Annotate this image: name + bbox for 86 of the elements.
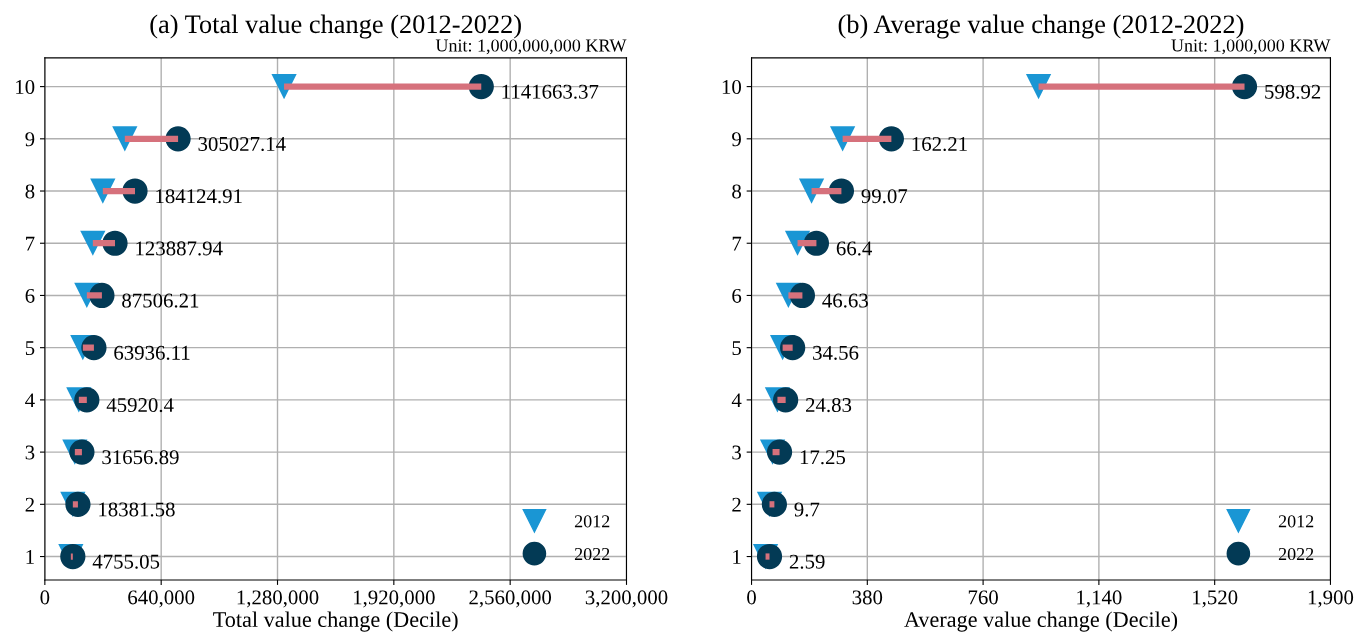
annotation: 34.56 bbox=[813, 345, 859, 360]
annotation: 24.83 bbox=[806, 397, 852, 413]
x-axis-title: Total value change (Decile) bbox=[213, 611, 458, 632]
legend-label: 2012 bbox=[1278, 515, 1314, 528]
text: Unit: 1,000,000 KRW bbox=[1171, 39, 1331, 55]
y-tick-label: 8 bbox=[732, 184, 742, 199]
bar bbox=[782, 344, 793, 351]
bar bbox=[797, 240, 817, 247]
y-tick-label: 9 bbox=[732, 132, 741, 147]
y-tick-label: 2 bbox=[25, 497, 34, 512]
annotation: 305027.14 bbox=[198, 136, 286, 152]
bar bbox=[811, 187, 842, 195]
bar bbox=[842, 135, 892, 142]
x-tick-label: 0 bbox=[40, 590, 50, 605]
point bbox=[74, 387, 100, 413]
y-tick-label: 9 bbox=[25, 132, 35, 147]
y-tick-label: 6 bbox=[732, 288, 742, 303]
y-tick-label: 6 bbox=[25, 288, 35, 303]
y-tick-label: 1 bbox=[733, 550, 741, 564]
legend-label: 2022 bbox=[574, 547, 610, 561]
annotation: 598.92 bbox=[1265, 84, 1321, 99]
x-axis-title: Average value change (Decile) bbox=[904, 611, 1178, 632]
x-tick-label: 1,900 bbox=[1308, 590, 1354, 608]
annotation: 66.4 bbox=[836, 241, 873, 256]
y-tick-label: 3 bbox=[25, 445, 35, 460]
chart-title: (b) Average value change (2012-2022) bbox=[838, 14, 1244, 39]
y-tick-label: 2 bbox=[732, 497, 741, 512]
annotation: 184124.91 bbox=[156, 189, 242, 204]
annotation: 45920.4 bbox=[106, 397, 174, 413]
bar bbox=[86, 292, 102, 299]
y-tick-label: 4 bbox=[731, 393, 742, 408]
y-tick-label: 7 bbox=[26, 236, 35, 251]
y-tick-label: 4 bbox=[25, 393, 35, 408]
y-tick-label: 10 bbox=[16, 79, 35, 95]
bar bbox=[78, 396, 87, 404]
bar bbox=[284, 83, 482, 90]
x-tick-label: 1,920,000 bbox=[354, 590, 435, 608]
annotation: 17.25 bbox=[800, 450, 846, 465]
x-tick-label: 380 bbox=[852, 590, 883, 605]
legend-label: 2022 bbox=[1278, 547, 1314, 561]
x-tick-label: 1,520 bbox=[1193, 590, 1238, 608]
annotation: 99.07 bbox=[861, 189, 908, 204]
bar bbox=[1038, 83, 1245, 90]
annotation: 4755.05 bbox=[92, 554, 160, 569]
bar bbox=[124, 135, 179, 142]
y-tick-label: 10 bbox=[722, 79, 742, 95]
y-tick-label: 8 bbox=[25, 184, 35, 199]
y-tick-label: 7 bbox=[732, 236, 742, 251]
x-tick-label: 2,560,000 bbox=[469, 590, 552, 608]
bar bbox=[772, 448, 780, 456]
point bbox=[766, 439, 793, 465]
x-tick-label: 3,200,000 bbox=[585, 590, 668, 608]
annotation: 123887.94 bbox=[136, 241, 223, 256]
chart-title: (a) Total value change (2012-2022) bbox=[150, 14, 521, 39]
bar bbox=[72, 501, 78, 508]
y-tick-label: 5 bbox=[25, 341, 35, 356]
bar bbox=[92, 240, 116, 247]
y-tick-label: 5 bbox=[732, 341, 741, 356]
bar bbox=[74, 448, 82, 456]
annotation: 162.21 bbox=[912, 136, 967, 152]
annotation: 63936.11 bbox=[114, 345, 190, 360]
y-tick-label: 1 bbox=[26, 550, 34, 564]
point bbox=[761, 491, 787, 517]
annotation: 31656.89 bbox=[102, 450, 179, 465]
annotation: 9.7 bbox=[794, 502, 820, 517]
x-tick-label: 1,280,000 bbox=[237, 590, 319, 608]
x-tick-label: 640,000 bbox=[128, 590, 195, 608]
legend-label: 2012 bbox=[574, 515, 610, 528]
x-tick-label: 760 bbox=[968, 590, 998, 605]
bar bbox=[777, 396, 786, 404]
annotation: 46.63 bbox=[822, 293, 868, 308]
y-tick-label: 3 bbox=[732, 445, 741, 460]
x-tick-label: 1,140 bbox=[1077, 590, 1122, 608]
bar bbox=[102, 187, 135, 195]
annotation: 2.59 bbox=[789, 554, 825, 569]
point bbox=[65, 491, 91, 517]
x-tick-label: 0 bbox=[747, 590, 756, 605]
annotation: 1141663.37 bbox=[502, 84, 599, 99]
text: Unit: 1,000,000,000 KRW bbox=[435, 39, 627, 55]
point bbox=[69, 439, 95, 465]
annotation: 18381.58 bbox=[99, 502, 175, 517]
bar bbox=[788, 292, 803, 299]
bar bbox=[82, 344, 94, 351]
bar bbox=[70, 553, 73, 560]
bar bbox=[765, 553, 770, 560]
annotation: 87506.21 bbox=[122, 293, 199, 308]
